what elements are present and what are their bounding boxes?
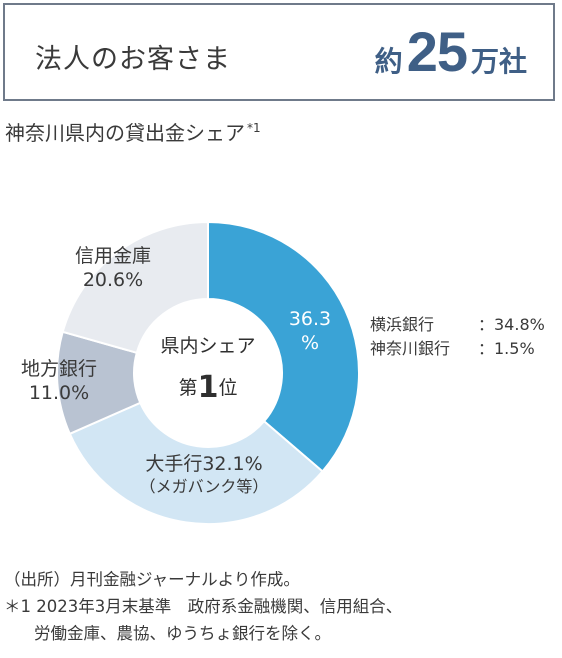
count-suffix: 万社 — [470, 45, 527, 78]
breakdown-name: 横浜銀行 — [370, 315, 435, 334]
breakdown-row: 横浜銀行 ：34.8% — [370, 313, 545, 337]
chart-title: 神奈川県内の貸出金シェア *1 — [5, 117, 261, 146]
share-breakdown: 横浜銀行 ：34.8% 神奈川銀行 ：1.5% — [370, 313, 545, 361]
segment-label-regional-banks: 地方銀行 11.0% — [14, 358, 104, 406]
segment-share — [207, 220, 360, 473]
segment-label-shinkin: 信用金庫 20.6% — [68, 245, 158, 293]
footnotes: （出所）月刊金融ジャーナルより作成。 ＊1 2023年3月末基準 政府系金融機関… — [4, 566, 402, 648]
segment-major-banks — [68, 401, 324, 525]
segment-label-regional-banks-line1: 地方銀行 — [20, 358, 97, 380]
segment-label-shinkin-line2: 20.6% — [82, 268, 144, 291]
center-line1: 県内シェア — [160, 335, 256, 357]
segment-label-share-unit: % — [300, 331, 320, 354]
breakdown-name: 神奈川銀行 — [370, 339, 451, 358]
footnote-1-line2: 労働金庫、農協、ゆうちょ銀行を除く。 — [34, 624, 331, 644]
customer-count: 約25 万社 — [375, 19, 527, 84]
segment-label-regional-banks-line2: 11.0% — [28, 381, 90, 404]
count-prefix: 約 — [374, 45, 403, 78]
center-rank-suffix: 位 — [218, 377, 238, 400]
chart-title-text: 神奈川県内の貸出金シェア — [5, 121, 245, 145]
segment-label-share-value: 36.3 — [288, 308, 332, 330]
center-rank: 第1位 — [140, 362, 276, 413]
donut-center-text: 県内シェア 第1位 — [140, 330, 276, 413]
segment-label-shinkin-line1: 信用金庫 — [74, 245, 151, 267]
center-rank-number: 1 — [197, 370, 219, 406]
breakdown-value: ：1.5% — [478, 339, 535, 358]
source-note: （出所）月刊金融ジャーナルより作成。 — [4, 570, 300, 589]
header-label: 法人のお客さま — [35, 44, 231, 75]
segment-label-share: 36.3 % — [280, 308, 340, 356]
segment-label-major-banks-line2: （メガバンク等） — [139, 476, 269, 496]
chart-title-note: *1 — [247, 121, 261, 135]
breakdown-row: 神奈川銀行 ：1.5% — [370, 337, 545, 361]
segment-label-major-banks: 大手行32.1% （メガバンク等） — [124, 453, 284, 497]
segment-label-major-banks-line1: 大手行32.1% — [145, 453, 263, 475]
center-rank-prefix: 第 — [178, 377, 198, 400]
breakdown-value: ：34.8% — [478, 315, 545, 334]
header-box: 法人のお客さま 約25 万社 — [3, 3, 555, 101]
segment-shinkin — [61, 220, 209, 355]
count-number: 25 — [406, 20, 468, 83]
footnote-1-line1: ＊1 2023年3月末基準 政府系金融機関、信用組合、 — [4, 597, 403, 617]
